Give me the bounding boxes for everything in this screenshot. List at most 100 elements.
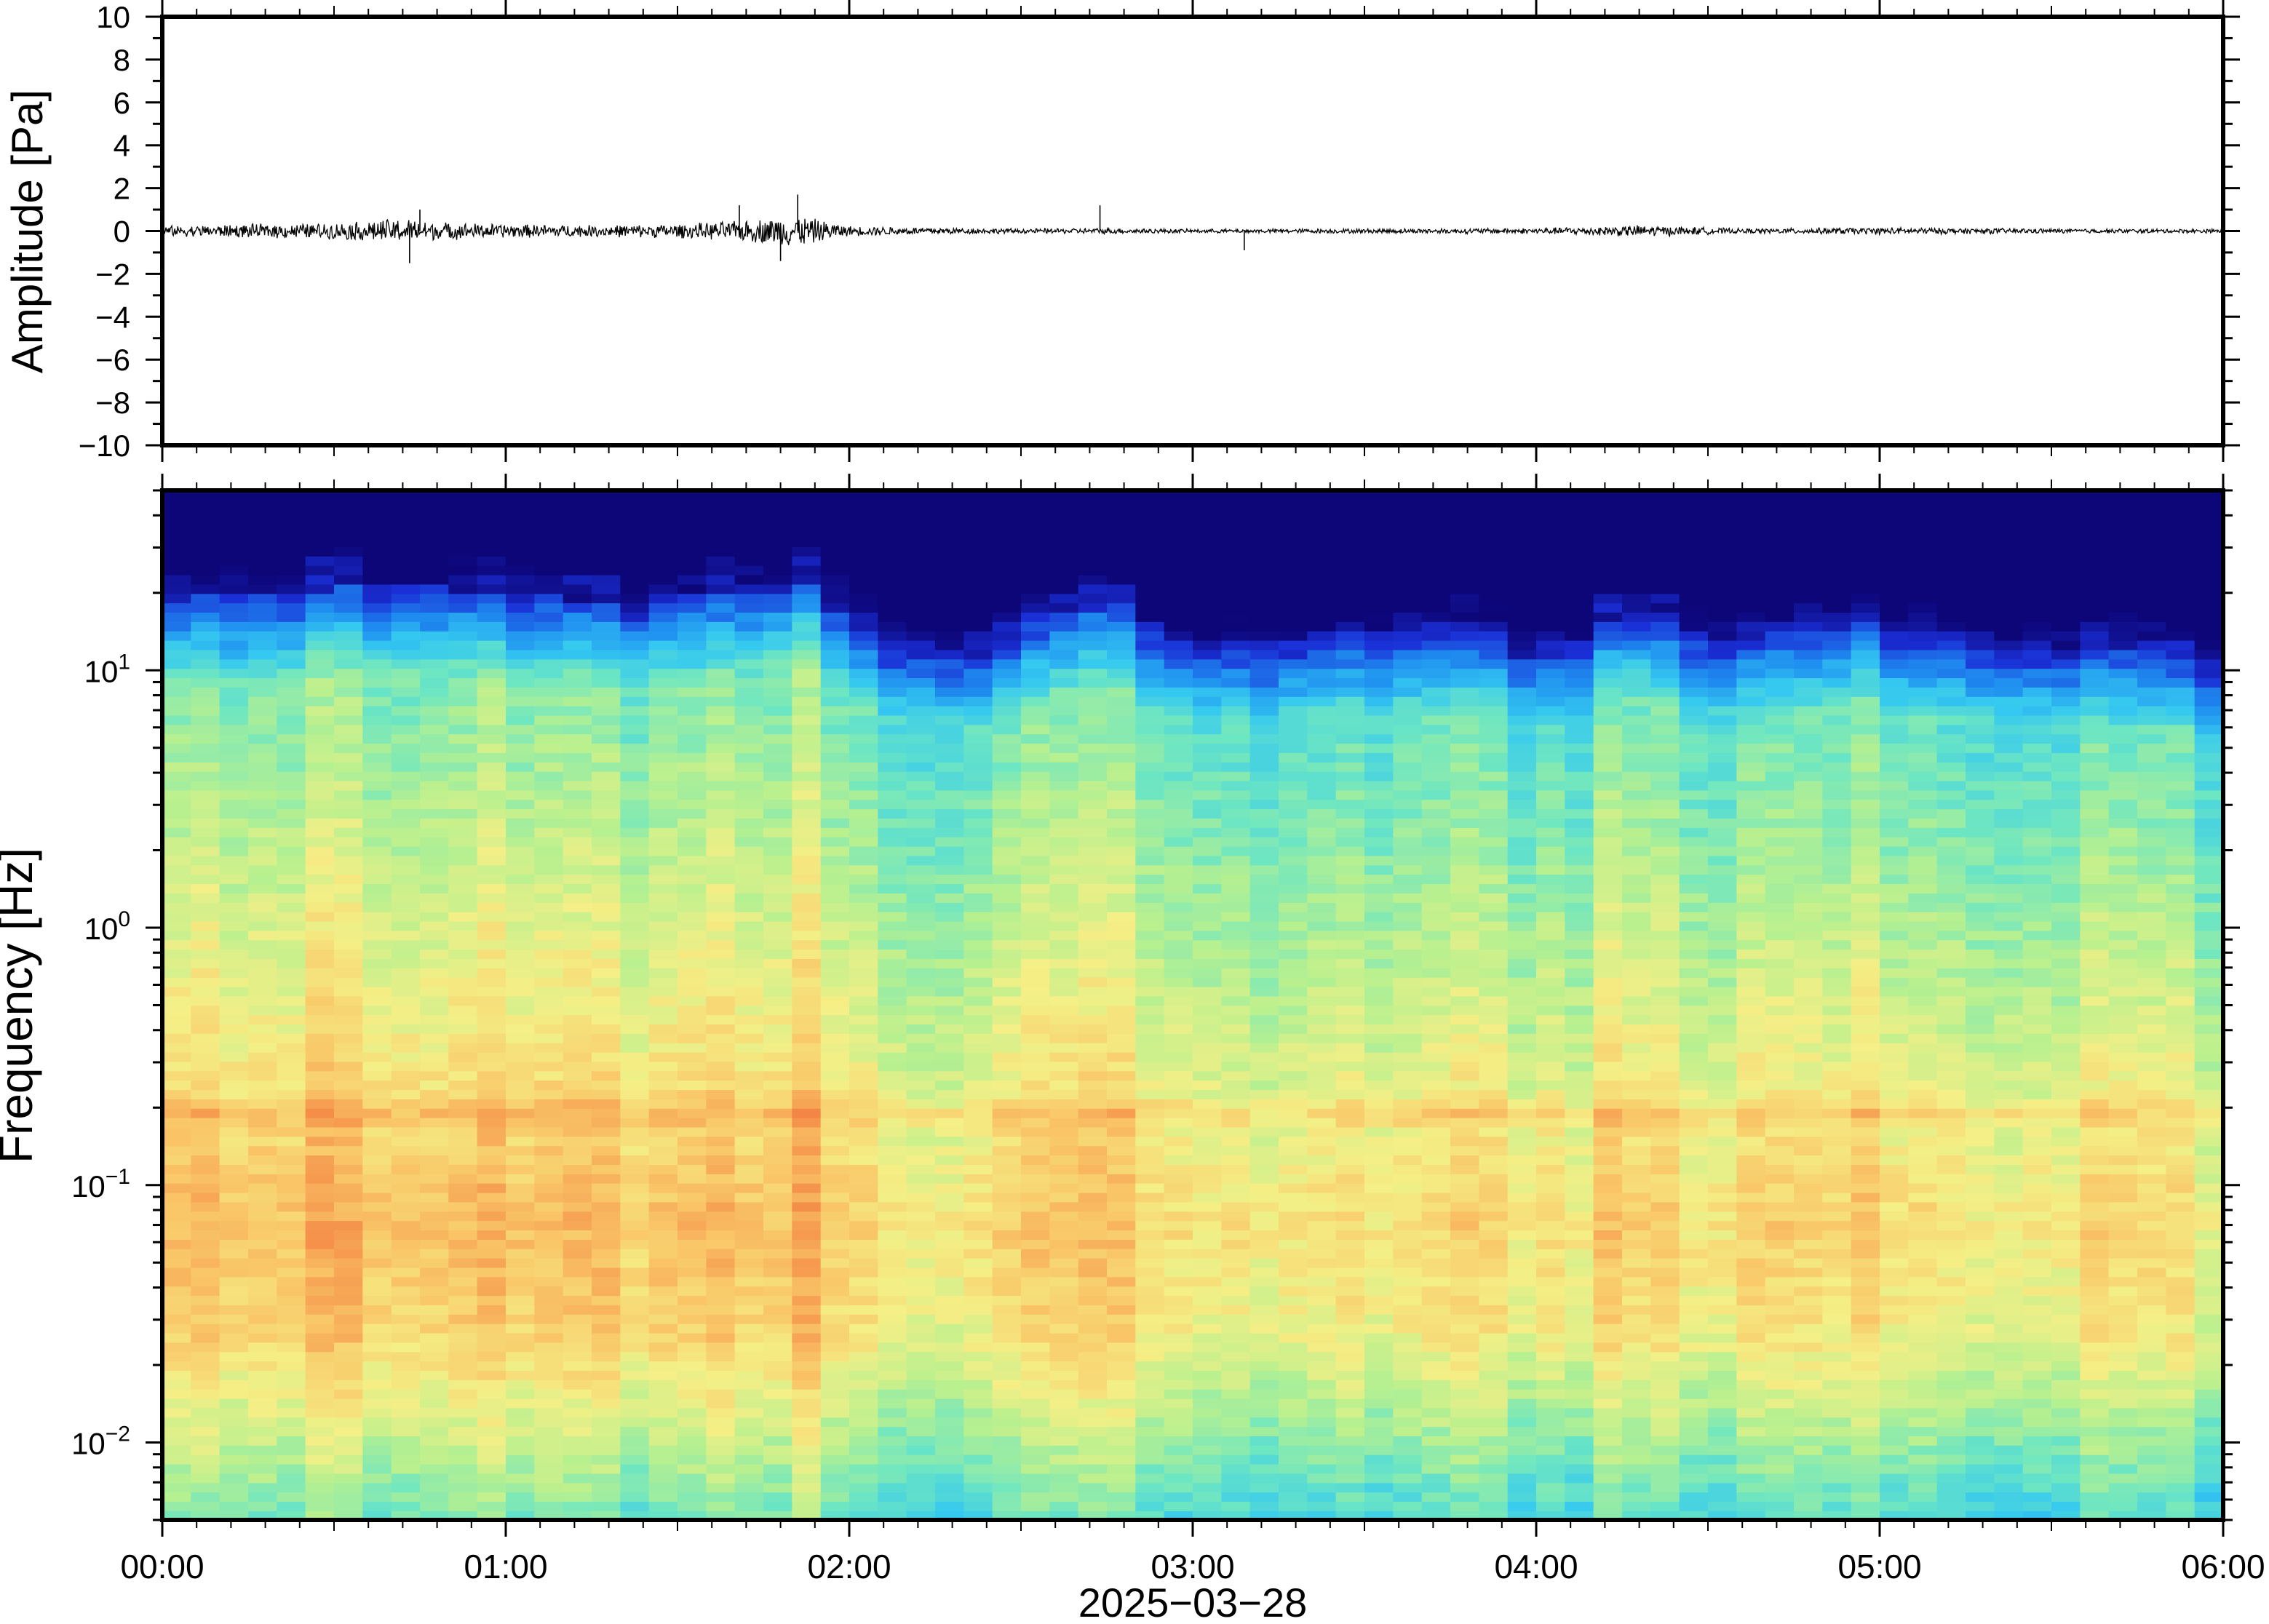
spectrogram-cell [1135, 602, 1165, 613]
spectrogram-cell [992, 893, 1022, 903]
spectrogram-cell [391, 518, 421, 529]
spectrogram-cell [849, 1230, 879, 1240]
spectrogram-cell [391, 630, 421, 641]
spectrogram-cell [820, 1201, 850, 1212]
spectrogram-cell [277, 827, 306, 837]
spectrogram-cell [820, 1108, 850, 1118]
spectrogram-cell [1193, 845, 1223, 856]
spectrogram-cell [849, 518, 879, 529]
spectrogram-cell [1249, 658, 1279, 669]
spectrogram-cell [1107, 1051, 1137, 1062]
spectrogram-cell [1164, 1257, 1193, 1268]
spectrogram-cell [305, 1174, 335, 1184]
spectrogram-cell [277, 1211, 306, 1222]
spectrogram-cell [1193, 1201, 1223, 1212]
spectrogram-cell [1450, 1136, 1480, 1147]
spectrogram-cell [935, 1351, 965, 1362]
spectrogram-cell [448, 574, 478, 585]
spectrogram-cell [648, 565, 678, 576]
spectrogram-cell [248, 677, 278, 688]
spectrogram-cell [248, 1211, 278, 1222]
spectrogram-cell [1078, 1286, 1108, 1297]
spectrogram-cell [1078, 1014, 1108, 1025]
spectrogram-cell [763, 1388, 793, 1399]
spectrogram-cell [906, 602, 936, 613]
spectrogram-cell [506, 893, 536, 903]
spectrogram-cell [792, 1305, 822, 1315]
spectrogram-cell [391, 1463, 421, 1474]
spectrogram-cell [1393, 1463, 1423, 1474]
spectrogram-cell [362, 1314, 392, 1324]
spectrogram-cell [506, 1239, 536, 1249]
spectrogram-cell [534, 574, 564, 585]
spectrogram-cell [1078, 874, 1108, 885]
spectrogram-cell [1249, 668, 1279, 679]
spectrogram-cell [763, 1257, 793, 1268]
spectrogram-cell [1221, 1388, 1251, 1399]
spectrogram-cell [1078, 630, 1108, 641]
spectrogram-cell [191, 845, 220, 856]
spectrogram-cell [592, 621, 621, 632]
spectrogram-cell [248, 1089, 278, 1099]
spectrogram-cell [1307, 958, 1337, 968]
spectrogram-cell [1364, 1342, 1394, 1353]
spectrogram-cell [1393, 1388, 1423, 1399]
spectrogram-cell [534, 893, 564, 903]
spectrogram-cell [620, 1174, 650, 1184]
spectrogram-cell [648, 668, 678, 679]
spectrogram-cell [706, 1042, 736, 1053]
spectrogram-cell [1279, 602, 1308, 613]
spectrogram-cell [1279, 1220, 1308, 1231]
spectrogram-cell [734, 518, 764, 529]
spectrogram-cell [334, 1473, 364, 1484]
spectrogram-cell [992, 1014, 1022, 1025]
spectrogram-cell [706, 1126, 736, 1137]
spectrogram-cell [420, 1501, 450, 1511]
spectrogram-cell [1393, 1070, 1423, 1081]
spectrogram-cell [1421, 1108, 1451, 1118]
spectrogram-cell [1164, 883, 1193, 893]
spectrogram-cell [1279, 780, 1308, 791]
spectrogram-cell [1364, 780, 1394, 791]
spectrogram-cell [648, 845, 678, 856]
spectrogram-cell [477, 1108, 506, 1118]
spectrogram-cell [162, 1482, 192, 1493]
spectrogram-cell [1421, 1239, 1451, 1249]
spectrogram-cell [648, 1201, 678, 1212]
spectrogram-cell [620, 789, 650, 800]
spectrogram-cell [1078, 1230, 1108, 1240]
spectrogram-cell [362, 1361, 392, 1371]
spectrogram-cell [677, 1463, 707, 1474]
spectrogram-cell [563, 658, 592, 669]
spectrogram-cell [1421, 762, 1451, 772]
spectrogram-cell [1307, 1286, 1337, 1297]
spectrogram-cell [648, 715, 678, 725]
spectrogram-cell [162, 893, 192, 903]
spectrogram-cell [906, 968, 936, 978]
spectrogram-cell [1364, 1248, 1394, 1259]
spectrogram-cell [763, 1407, 793, 1418]
spectrogram-cell [1249, 640, 1279, 650]
spectrogram-cell [506, 1126, 536, 1137]
spectrogram-cell [248, 845, 278, 856]
spectrogram-cell [448, 976, 478, 987]
spectrogram-cell [620, 864, 650, 875]
spectrogram-cell [1249, 976, 1279, 987]
spectrogram-cell [620, 696, 650, 706]
spectrogram-cell [878, 883, 907, 893]
spectrogram-cell [563, 874, 592, 885]
spectrogram-cell [1393, 1239, 1423, 1249]
spectrogram-cell [1279, 1070, 1308, 1081]
spectrogram-cell [1078, 1361, 1108, 1371]
spectrogram-cell [1221, 1051, 1251, 1062]
spectrogram-cell [1249, 836, 1279, 847]
spectrogram-cell [963, 668, 993, 679]
spectrogram-cell [1249, 1174, 1279, 1184]
spectrogram-cell [592, 1080, 621, 1091]
spectrogram-cell [1279, 1024, 1308, 1034]
spectrogram-cell [677, 920, 707, 931]
spectrogram-cell [906, 1239, 936, 1249]
spectrogram-cell [906, 1463, 936, 1474]
spectrogram-cell [1364, 949, 1394, 959]
spectrogram-cell [391, 930, 421, 941]
